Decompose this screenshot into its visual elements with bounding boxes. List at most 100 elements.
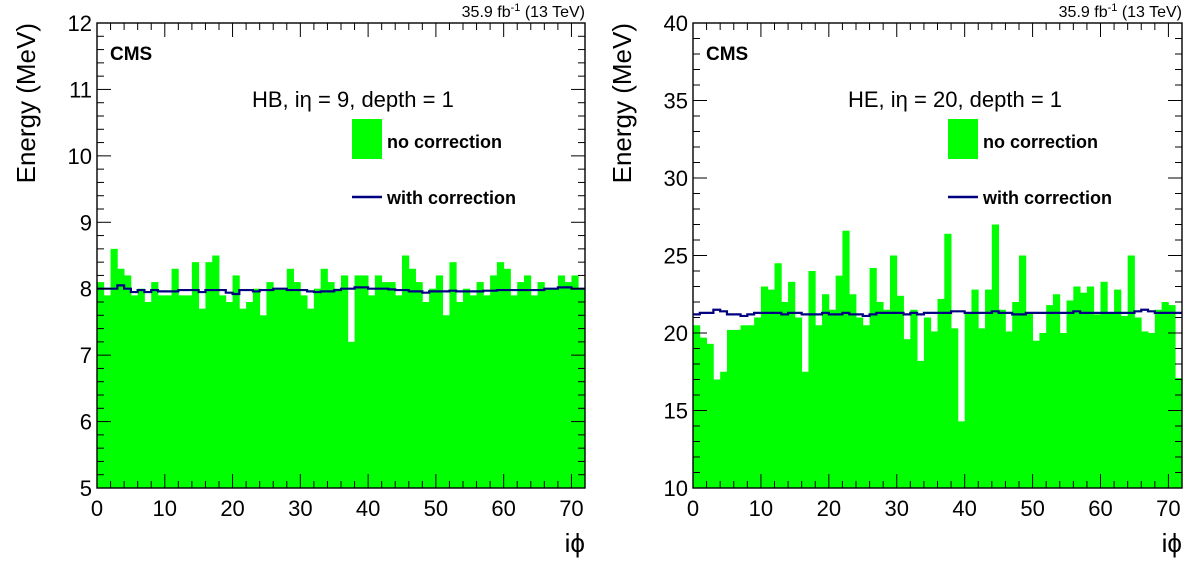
histogram-bar: [726, 329, 735, 488]
histogram-bar: [849, 294, 857, 488]
y-tick-label: 11: [69, 77, 92, 102]
histogram-bar: [1025, 312, 1033, 488]
histogram-bar: [368, 295, 376, 488]
histogram-bar: [964, 312, 972, 488]
histogram-bar: [923, 317, 932, 488]
y-tick-label: 6: [80, 410, 92, 435]
histogram-bar: [1073, 286, 1081, 488]
histogram-bar: [1120, 315, 1129, 488]
histogram-bar: [483, 295, 491, 488]
histogram-bar: [951, 328, 959, 488]
histogram-bar: [456, 302, 464, 488]
no-correction-bars: [693, 224, 1182, 488]
histogram-bar: [178, 295, 186, 488]
histogram-bar: [1175, 377, 1182, 488]
histogram-bar: [985, 289, 993, 488]
histogram-bar: [266, 282, 274, 488]
histogram-bar: [693, 325, 701, 488]
histogram-bar: [1052, 294, 1061, 488]
no-correction-bars: [97, 248, 585, 488]
histogram-bar: [1046, 305, 1054, 488]
histogram-bar: [137, 288, 145, 488]
histogram-bar: [1127, 255, 1135, 488]
histogram-bar: [1114, 289, 1122, 488]
y-tick-label: 15: [664, 399, 688, 424]
legend-label-no-correction: no correction: [983, 132, 1098, 152]
panel-title: HE, iη = 20, depth = 1: [848, 87, 1062, 112]
x-axis-title: iϕ: [565, 528, 585, 558]
luminosity-label: 35.9 fb-1 (13 TeV): [462, 2, 585, 21]
histogram-bar: [1032, 340, 1040, 488]
histogram-bar: [341, 275, 349, 488]
histogram-bar: [476, 282, 484, 488]
histogram-bar: [1148, 333, 1156, 488]
y-axis-title: Energy (MeV): [11, 23, 41, 183]
histogram-bar: [327, 282, 335, 488]
histogram-bar: [801, 371, 809, 488]
histogram-bar: [334, 288, 342, 488]
histogram-bar: [869, 267, 877, 488]
histogram-bar: [517, 282, 525, 488]
histogram-bar: [747, 325, 755, 488]
y-tick-label: 5: [80, 476, 92, 501]
x-tick-label: 20: [220, 496, 244, 521]
histogram-bar: [822, 294, 830, 488]
histogram-bar: [496, 262, 505, 488]
histogram-bar: [1100, 281, 1108, 488]
y-axis-title: Energy (MeV): [607, 23, 637, 183]
histogram-bar: [706, 343, 714, 488]
x-tick-label: 70: [559, 496, 583, 521]
histogram-bar: [273, 288, 281, 488]
histogram-bar: [978, 328, 986, 488]
histogram-bar: [1134, 317, 1142, 488]
histogram-bar: [1039, 333, 1047, 488]
histogram-bar: [564, 282, 572, 488]
histogram-bar: [557, 275, 566, 488]
histogram-bar: [1066, 300, 1074, 488]
chart-panel-1: 0 10 20 30 40 50 60 70 5 6 7 8 9 10 11 12 iϕ Energy (MeV)…: [11, 2, 586, 558]
histogram-bar: [930, 331, 938, 488]
histogram-bar: [856, 317, 864, 488]
histogram-bar: [435, 275, 444, 488]
histogram-bar: [158, 295, 166, 488]
histogram-bar: [510, 295, 518, 488]
y-tick-label: 20: [664, 321, 688, 346]
histogram-bar: [415, 282, 423, 488]
histogram-bar: [395, 295, 403, 488]
histogram-bar: [1012, 302, 1020, 488]
histogram-bar: [551, 288, 559, 488]
histogram-bar: [205, 262, 213, 488]
histogram-bar: [876, 302, 884, 488]
histogram-bar: [185, 295, 193, 488]
histogram-bar: [408, 268, 416, 488]
legend-swatch-no-correction: [948, 119, 978, 159]
x-tick-label: 50: [424, 496, 448, 521]
histogram-bar: [219, 295, 227, 488]
y-tick-label: 10: [664, 476, 688, 501]
histogram-bar: [760, 286, 769, 488]
with-correction-line: [97, 284, 585, 296]
histogram-bar: [971, 289, 979, 488]
histogram-bar: [361, 275, 369, 488]
histogram-bar: [1168, 305, 1176, 488]
histogram-bar: [490, 275, 498, 488]
histogram-bar: [347, 341, 355, 488]
histogram-bar: [713, 379, 721, 488]
histogram-bar: [259, 315, 267, 488]
histogram-bar: [388, 282, 396, 488]
x-tick-label: 10: [749, 496, 773, 521]
histogram-bar: [252, 288, 261, 488]
histogram-bar: [293, 282, 301, 488]
histogram-bar: [1005, 331, 1013, 488]
histogram-bar: [937, 298, 945, 488]
histogram-bar: [381, 282, 389, 488]
histogram-bar: [463, 288, 471, 488]
histogram-bar: [537, 282, 545, 488]
histogram-bar: [835, 275, 843, 488]
histogram-bar: [151, 282, 159, 488]
legend-label-no-correction: no correction: [387, 132, 502, 152]
histogram-bar: [1093, 314, 1101, 488]
histogram-bar: [1161, 302, 1169, 488]
histogram-bar: [374, 275, 383, 488]
